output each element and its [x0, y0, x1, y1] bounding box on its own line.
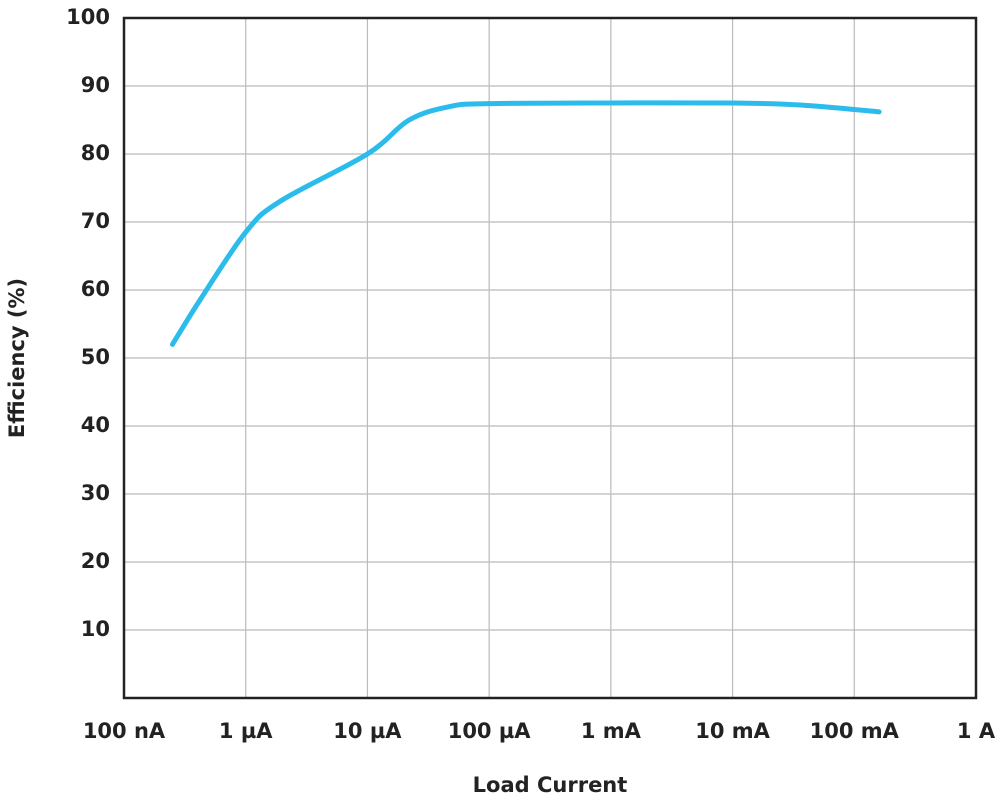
x-tick-label: 100 nA: [83, 719, 166, 743]
y-tick-label: 70: [81, 209, 110, 233]
plot-frame: [122, 16, 978, 700]
x-tick-label: 10 µA: [333, 719, 402, 743]
data-line: [169, 100, 882, 347]
x-tick-label: 100 mA: [810, 719, 900, 743]
y-tick-label: 90: [81, 73, 110, 97]
y-tick-label: 60: [81, 277, 110, 301]
x-tick-label: 1 µA: [219, 719, 273, 743]
y-tick-label: 100: [66, 5, 110, 29]
x-tick-label: 100 µA: [448, 719, 532, 743]
x-tick-label: 1 A: [957, 719, 996, 743]
x-tick-label: 1 mA: [581, 719, 642, 743]
y-tick-label: 80: [81, 141, 110, 165]
y-tick-label: 10: [81, 617, 110, 641]
y-axis-label: Efficiency (%): [5, 278, 29, 438]
y-tick-label: 20: [81, 549, 110, 573]
x-tick-label: 10 mA: [695, 719, 770, 743]
y-tick-label: 40: [81, 413, 110, 437]
y-tick-label: 30: [81, 481, 110, 505]
x-axis-label: Load Current: [473, 773, 628, 797]
y-tick-label: 50: [81, 345, 110, 369]
